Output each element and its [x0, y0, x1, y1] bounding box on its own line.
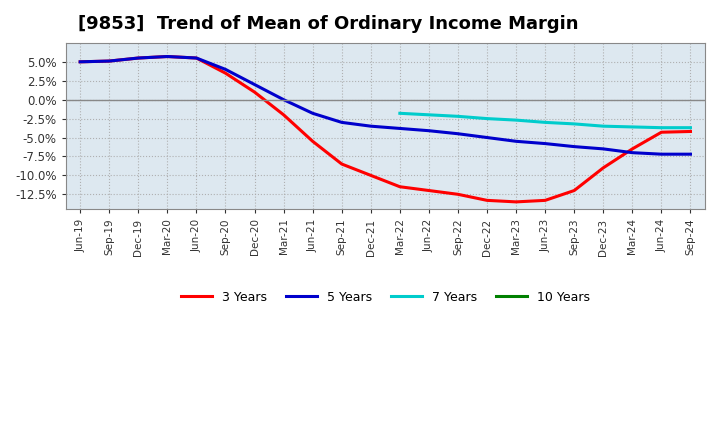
3 Years: [425, 188, 433, 193]
3 Years: [454, 192, 462, 197]
3 Years: [599, 165, 608, 170]
7 Years: [512, 117, 521, 123]
3 Years: [512, 199, 521, 205]
7 Years: [628, 124, 636, 129]
5 Years: [134, 55, 143, 61]
7 Years: [395, 111, 404, 116]
3 Years: [657, 130, 666, 135]
7 Years: [482, 116, 491, 121]
3 Years: [541, 198, 549, 203]
3 Years: [482, 198, 491, 203]
7 Years: [425, 112, 433, 117]
7 Years: [541, 120, 549, 125]
5 Years: [308, 111, 317, 116]
3 Years: [134, 55, 143, 61]
3 Years: [221, 70, 230, 76]
7 Years: [570, 121, 579, 127]
Line: 5 Years: 5 Years: [80, 56, 690, 154]
3 Years: [570, 188, 579, 193]
5 Years: [599, 146, 608, 151]
5 Years: [657, 151, 666, 157]
Line: 3 Years: 3 Years: [80, 56, 690, 202]
7 Years: [686, 125, 695, 130]
5 Years: [76, 59, 84, 64]
3 Years: [338, 161, 346, 167]
5 Years: [192, 55, 201, 61]
5 Years: [221, 67, 230, 72]
5 Years: [366, 124, 375, 129]
7 Years: [599, 124, 608, 129]
5 Years: [251, 82, 259, 87]
3 Years: [279, 112, 288, 117]
5 Years: [541, 141, 549, 146]
3 Years: [395, 184, 404, 189]
3 Years: [76, 59, 84, 64]
5 Years: [482, 135, 491, 140]
5 Years: [454, 131, 462, 136]
7 Years: [657, 125, 666, 130]
3 Years: [251, 89, 259, 95]
5 Years: [425, 128, 433, 133]
3 Years: [105, 59, 114, 64]
7 Years: [454, 114, 462, 119]
5 Years: [279, 97, 288, 103]
3 Years: [163, 54, 171, 59]
5 Years: [628, 150, 636, 155]
Text: [9853]  Trend of Mean of Ordinary Income Margin: [9853] Trend of Mean of Ordinary Income …: [78, 15, 579, 33]
3 Years: [308, 139, 317, 144]
Legend: 3 Years, 5 Years, 7 Years, 10 Years: 3 Years, 5 Years, 7 Years, 10 Years: [176, 286, 595, 309]
Line: 7 Years: 7 Years: [400, 114, 690, 128]
3 Years: [686, 129, 695, 134]
5 Years: [570, 144, 579, 149]
3 Years: [192, 55, 201, 61]
5 Years: [512, 139, 521, 144]
5 Years: [105, 59, 114, 64]
3 Years: [366, 173, 375, 178]
5 Years: [395, 126, 404, 131]
5 Years: [338, 120, 346, 125]
3 Years: [628, 146, 636, 151]
5 Years: [686, 151, 695, 157]
5 Years: [163, 54, 171, 59]
